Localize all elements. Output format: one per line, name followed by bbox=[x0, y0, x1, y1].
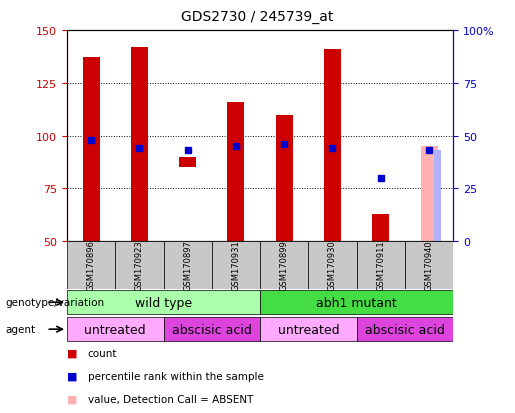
Bar bbox=[356, 317, 453, 342]
Text: GSM170940: GSM170940 bbox=[424, 240, 434, 291]
Bar bbox=[163, 242, 212, 289]
Bar bbox=[324, 50, 341, 242]
Bar bbox=[67, 242, 115, 289]
Bar bbox=[228, 157, 245, 168]
Bar bbox=[212, 242, 260, 289]
Text: untreated: untreated bbox=[278, 323, 339, 336]
Bar bbox=[67, 317, 163, 342]
Bar bbox=[308, 242, 356, 289]
Text: count: count bbox=[88, 348, 117, 358]
Text: abh1 mutant: abh1 mutant bbox=[316, 296, 397, 309]
Bar bbox=[67, 290, 260, 315]
Bar bbox=[260, 242, 308, 289]
Text: ■: ■ bbox=[67, 394, 77, 404]
Text: GDS2730 / 245739_at: GDS2730 / 245739_at bbox=[181, 10, 334, 24]
Bar bbox=[434, 151, 441, 242]
Bar bbox=[405, 242, 453, 289]
Text: GSM170897: GSM170897 bbox=[183, 240, 192, 291]
Text: GSM170899: GSM170899 bbox=[280, 240, 289, 291]
Text: percentile rank within the sample: percentile rank within the sample bbox=[88, 371, 264, 381]
Text: genotype/variation: genotype/variation bbox=[5, 297, 104, 308]
Bar bbox=[372, 214, 389, 242]
Text: abscisic acid: abscisic acid bbox=[365, 323, 445, 336]
Bar bbox=[115, 242, 163, 289]
Bar bbox=[163, 317, 260, 342]
Text: ■: ■ bbox=[67, 348, 77, 358]
Text: GSM170923: GSM170923 bbox=[135, 240, 144, 291]
Text: wild type: wild type bbox=[135, 296, 192, 309]
Bar bbox=[82, 58, 99, 242]
Bar bbox=[356, 242, 405, 289]
Bar bbox=[276, 115, 293, 242]
Bar bbox=[131, 48, 148, 242]
Text: agent: agent bbox=[5, 324, 35, 335]
Text: value, Detection Call = ABSENT: value, Detection Call = ABSENT bbox=[88, 394, 253, 404]
Text: untreated: untreated bbox=[84, 323, 146, 336]
Bar bbox=[179, 157, 196, 168]
Text: GSM170931: GSM170931 bbox=[231, 240, 241, 291]
Text: GSM170911: GSM170911 bbox=[376, 240, 385, 291]
Text: GSM170930: GSM170930 bbox=[328, 240, 337, 291]
Bar bbox=[260, 290, 453, 315]
Text: abscisic acid: abscisic acid bbox=[172, 323, 252, 336]
Text: GSM170896: GSM170896 bbox=[87, 240, 96, 291]
Text: ■: ■ bbox=[67, 371, 77, 381]
Bar bbox=[228, 102, 245, 242]
Bar bbox=[260, 317, 356, 342]
Bar bbox=[421, 147, 438, 242]
